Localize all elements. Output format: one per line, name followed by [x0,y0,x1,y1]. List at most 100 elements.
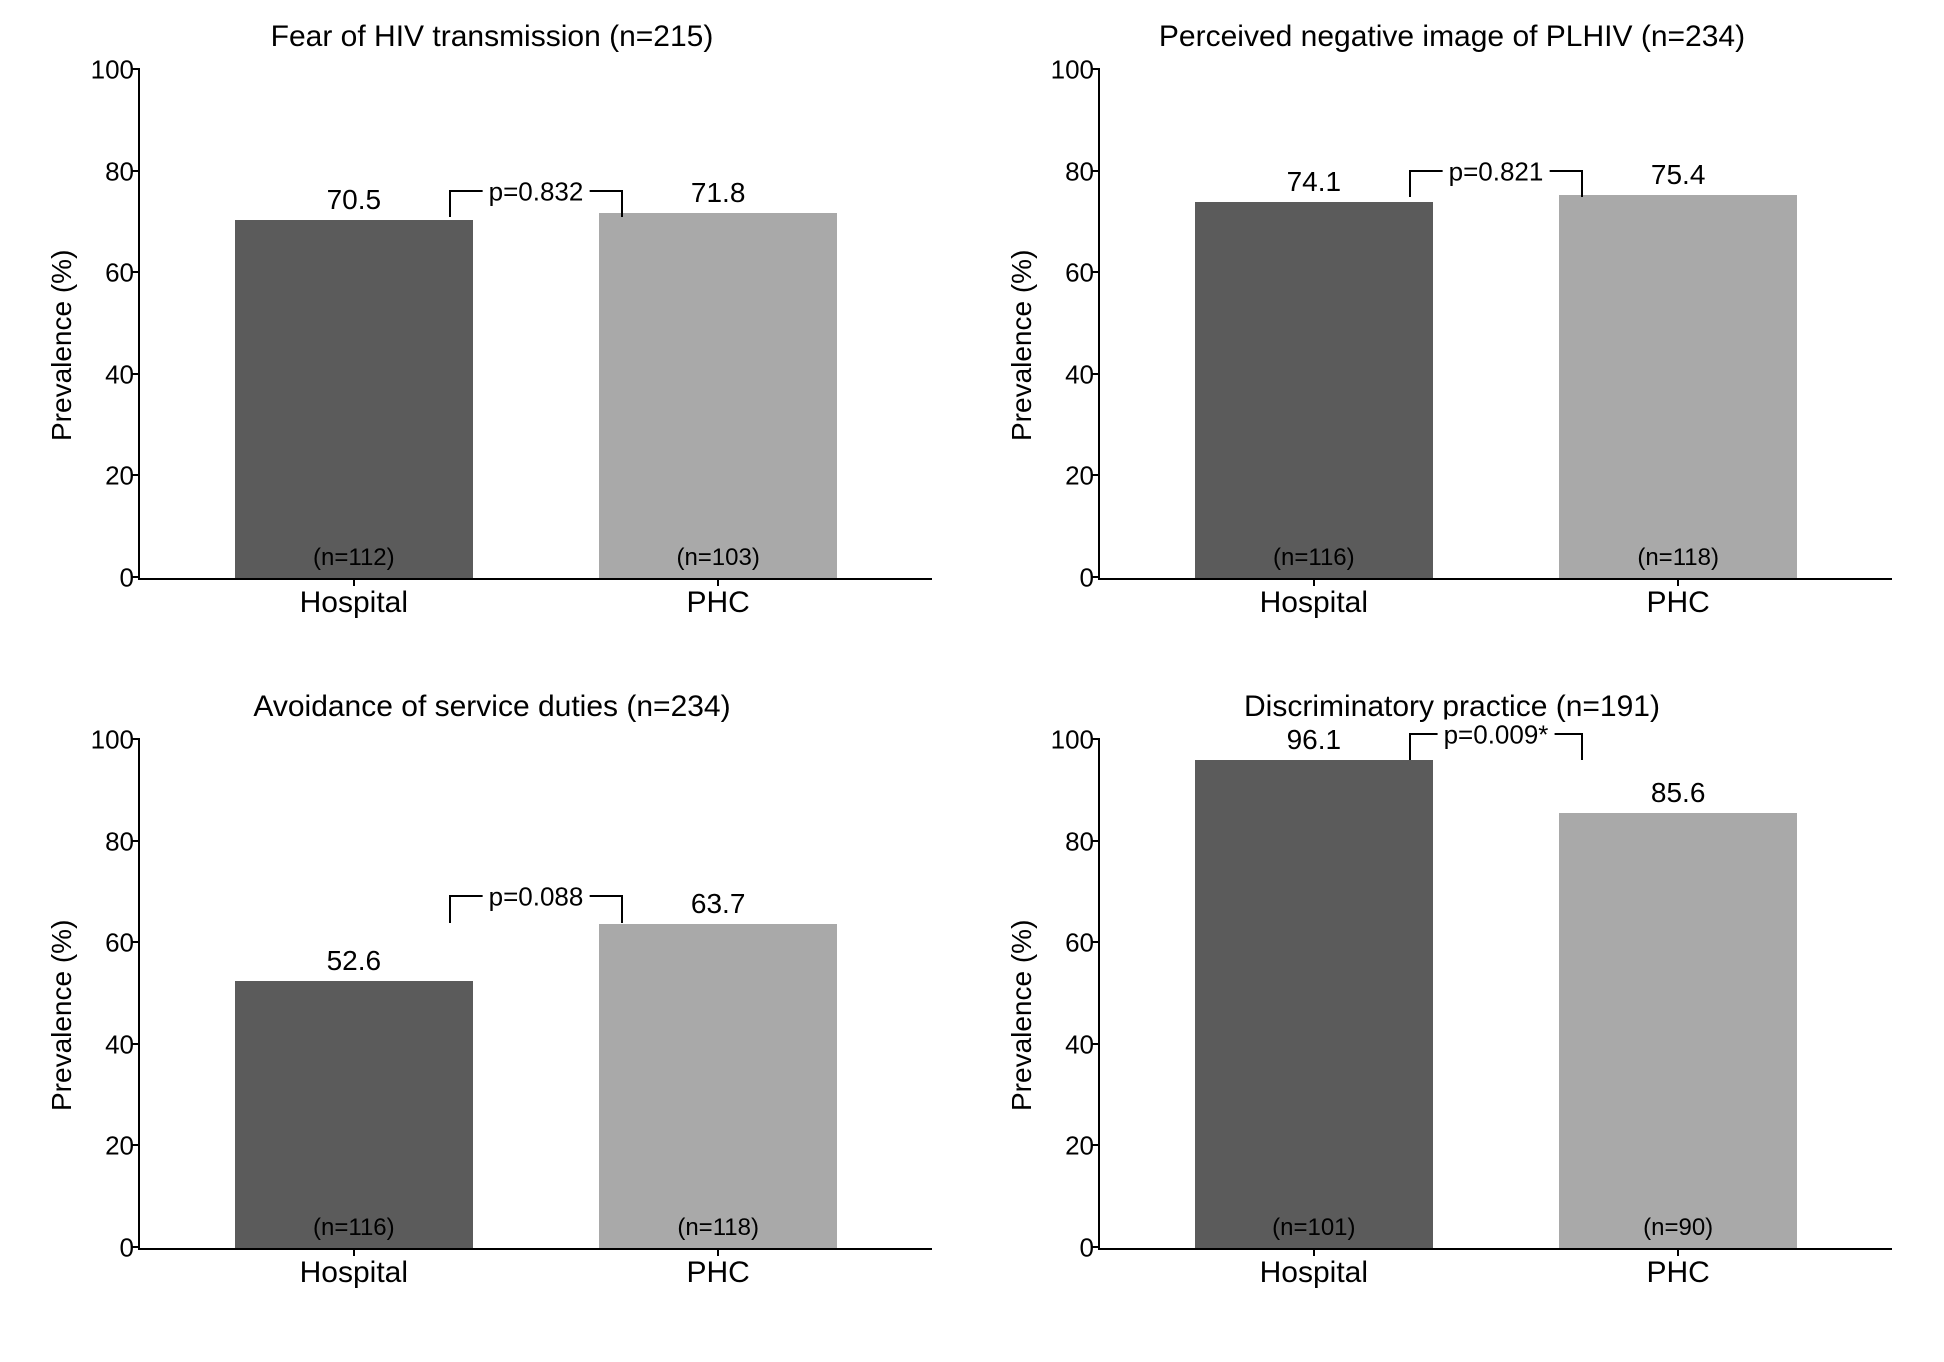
plot-area: Prevalence (%) 02040608010052.6(n=116)Ho… [42,730,942,1300]
x-tick-label: Hospital [1260,1256,1368,1290]
y-tick-label: 40 [90,359,134,390]
bar-n-label: (n=116) [1195,544,1433,572]
plot-inner: 02040608010074.1(n=116)Hospital75.4(n=11… [1038,60,1902,630]
bar-n-label: (n=118) [599,1214,837,1242]
plot-inner: 02040608010096.1(n=101)Hospital85.6(n=90… [1038,730,1902,1300]
x-tick-mark [353,1248,355,1256]
chart-area: 02040608010052.6(n=116)Hospital63.7(n=11… [138,740,932,1250]
panel-3: Discriminatory practice (n=191) Prevalen… [1002,690,1902,1300]
y-tick-label: 40 [1050,359,1094,390]
bar: 71.8(n=103) [599,213,837,578]
y-tick-mark [132,941,140,943]
y-tick-mark [132,271,140,273]
y-tick-label: 20 [90,461,134,492]
y-tick-mark [1092,170,1100,172]
y-tick-label: 100 [1050,725,1094,756]
y-tick-label: 20 [1050,1131,1094,1162]
y-tick-mark [1092,840,1100,842]
bar: 96.1(n=101) [1195,760,1433,1248]
y-tick-label: 40 [1050,1029,1094,1060]
y-tick-label: 0 [1050,563,1094,594]
y-tick-mark [1092,1043,1100,1045]
y-tick-mark [132,170,140,172]
y-tick-mark [132,1144,140,1146]
chart-area: 02040608010096.1(n=101)Hospital85.6(n=90… [1098,740,1892,1250]
y-tick-mark [1092,68,1100,70]
plot-inner: 02040608010052.6(n=116)Hospital63.7(n=11… [78,730,942,1300]
y-tick-label: 80 [1050,156,1094,187]
y-tick-label: 60 [1050,928,1094,959]
y-tick-mark [1092,1144,1100,1146]
chart-grid: Fear of HIV transmission (n=215) Prevale… [42,20,1902,1300]
y-tick-mark [132,738,140,740]
y-tick-label: 80 [1050,826,1094,857]
x-tick-label: Hospital [300,586,408,620]
y-tick-label: 100 [1050,55,1094,86]
bar: 85.6(n=90) [1559,813,1797,1248]
panel-title: Fear of HIV transmission (n=215) [42,20,942,54]
p-value-label: p=0.009* [1438,719,1555,750]
bar: 75.4(n=118) [1559,195,1797,578]
y-tick-mark [132,576,140,578]
y-tick-label: 20 [1050,461,1094,492]
y-axis-label: Prevalence (%) [42,730,78,1300]
y-tick-label: 80 [90,826,134,857]
y-tick-label: 80 [90,156,134,187]
bar-value-label: 74.1 [1195,166,1433,198]
y-tick-mark [1092,738,1100,740]
bar-value-label: 96.1 [1195,724,1433,756]
y-tick-mark [1092,941,1100,943]
panel-1: Perceived negative image of PLHIV (n=234… [1002,20,1902,630]
plot-inner: 02040608010070.5(n=112)Hospital71.8(n=10… [78,60,942,630]
bar: 70.5(n=112) [235,220,473,578]
bar-n-label: (n=103) [599,544,837,572]
y-tick-mark [132,840,140,842]
x-tick-label: PHC [1646,1256,1709,1290]
x-tick-mark [1677,578,1679,586]
y-tick-mark [1092,271,1100,273]
bar: 63.7(n=118) [599,924,837,1248]
plot-area: Prevalence (%) 02040608010096.1(n=101)Ho… [1002,730,1902,1300]
bar-n-label: (n=101) [1195,1214,1433,1242]
bar-n-label: (n=90) [1559,1214,1797,1242]
y-tick-mark [132,68,140,70]
bar-value-label: 71.8 [599,177,837,209]
x-tick-mark [1677,1248,1679,1256]
y-tick-mark [1092,373,1100,375]
y-tick-label: 100 [90,55,134,86]
bar-n-label: (n=112) [235,544,473,572]
x-tick-label: PHC [686,1256,749,1290]
y-axis-label: Prevalence (%) [42,60,78,630]
chart-area: 02040608010074.1(n=116)Hospital75.4(n=11… [1098,70,1892,580]
x-tick-label: PHC [686,586,749,620]
x-tick-mark [717,1248,719,1256]
bar-value-label: 85.6 [1559,777,1797,809]
y-tick-mark [1092,1246,1100,1248]
x-tick-label: Hospital [300,1256,408,1290]
x-tick-label: PHC [1646,586,1709,620]
panel-title: Avoidance of service duties (n=234) [42,690,942,724]
y-axis-label: Prevalence (%) [1002,730,1038,1300]
x-tick-label: Hospital [1260,586,1368,620]
plot-area: Prevalence (%) 02040608010070.5(n=112)Ho… [42,60,942,630]
x-tick-mark [353,578,355,586]
y-tick-label: 0 [90,1233,134,1264]
p-value-label: p=0.832 [483,176,590,207]
bar: 74.1(n=116) [1195,202,1433,578]
y-tick-mark [1092,576,1100,578]
bar-value-label: 75.4 [1559,159,1797,191]
bar-value-label: 63.7 [599,888,837,920]
y-tick-mark [132,373,140,375]
panel-2: Avoidance of service duties (n=234) Prev… [42,690,942,1300]
bar-value-label: 52.6 [235,945,473,977]
y-tick-label: 100 [90,725,134,756]
bar-n-label: (n=116) [235,1214,473,1242]
y-tick-label: 60 [1050,258,1094,289]
y-tick-label: 40 [90,1029,134,1060]
p-value-label: p=0.088 [483,882,590,913]
x-tick-mark [1313,578,1315,586]
y-tick-mark [132,474,140,476]
y-tick-mark [1092,474,1100,476]
bar-n-label: (n=118) [1559,544,1797,572]
y-tick-label: 20 [90,1131,134,1162]
